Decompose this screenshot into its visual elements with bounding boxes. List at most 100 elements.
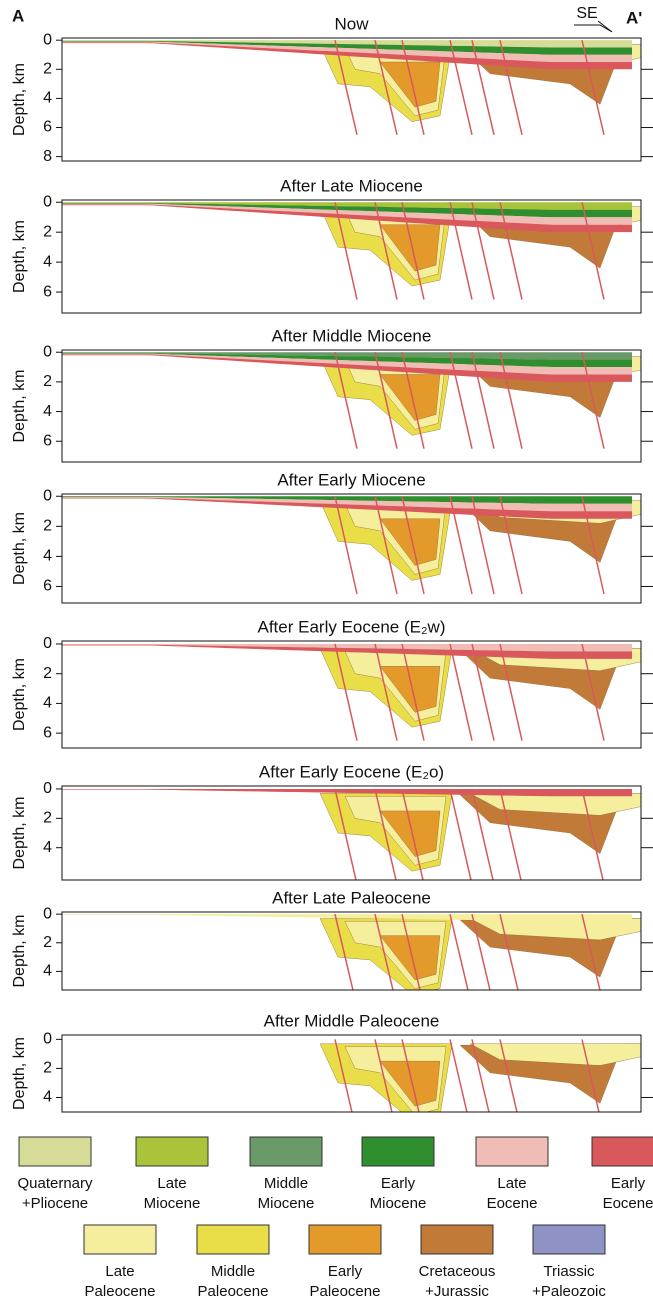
fault — [449, 352, 473, 449]
legend-label: Miocene — [370, 1195, 427, 1212]
panel-frame — [61, 1034, 642, 1113]
legend-swatch — [18, 1136, 92, 1167]
panel-title: After Middle Paleocene — [264, 1011, 440, 1030]
cover-layer — [62, 788, 632, 797]
y-axis-label: Depth, km — [11, 915, 28, 988]
cover-layer — [62, 204, 632, 233]
legend-label: Late — [157, 1175, 186, 1192]
corner-label: A — [12, 6, 24, 25]
fault — [374, 40, 398, 135]
fault — [401, 913, 421, 990]
y-axis-label: Depth, km — [11, 220, 28, 293]
panel-frame — [61, 640, 642, 749]
direction-label: SE — [576, 5, 597, 22]
legend-label: Miocene — [258, 1195, 315, 1212]
cover-layer — [62, 644, 632, 659]
legend-label: +Jurassic — [425, 1283, 489, 1300]
y-tick-label: 6 — [43, 724, 52, 741]
y-tick-label: 0 — [43, 487, 52, 504]
legend-label: Paleocene — [85, 1283, 156, 1300]
fault — [449, 40, 473, 135]
legend-swatch — [420, 1224, 494, 1255]
legend-label: Middle — [264, 1175, 308, 1192]
legend-swatch — [361, 1136, 435, 1167]
panel-title: After Middle Miocene — [272, 326, 432, 345]
legend-label: Paleocene — [310, 1283, 381, 1300]
panel-title: After Early Eocene (E₂o) — [259, 762, 444, 781]
y-axis-label: Depth, km — [11, 370, 28, 443]
y-tick-label: 2 — [43, 810, 52, 827]
basin-fill — [379, 935, 441, 981]
legend-label: Late — [497, 1175, 526, 1192]
y-tick-label: 0 — [43, 31, 52, 48]
y-tick-label: 6 — [43, 578, 52, 595]
y-tick-label: 4 — [43, 839, 52, 856]
cover-layer — [62, 354, 632, 382]
legend-swatch — [308, 1224, 382, 1255]
legend-swatch — [591, 1136, 653, 1167]
y-tick-label: 8 — [43, 148, 52, 165]
section — [62, 40, 641, 135]
panel-frame — [61, 785, 642, 881]
fault — [449, 788, 472, 880]
panel-title: After Early Eocene (E₂w) — [258, 617, 446, 636]
fault — [499, 352, 523, 449]
fault — [499, 40, 523, 135]
panel-title: After Late Paleocene — [272, 888, 431, 907]
y-tick-label: 4 — [43, 1089, 52, 1106]
y-tick-label: 0 — [43, 635, 52, 652]
fault — [334, 643, 358, 741]
section — [62, 913, 641, 990]
fault — [499, 496, 523, 595]
section — [62, 788, 641, 880]
legend-label: +Pliocene — [22, 1195, 88, 1212]
basin-fill — [379, 374, 441, 421]
section — [62, 202, 641, 300]
legend-swatch — [249, 1136, 323, 1167]
legend-label: Cretaceous — [419, 1263, 496, 1280]
fault — [449, 496, 473, 595]
cover-layer — [62, 40, 632, 55]
fault — [581, 352, 605, 449]
cover-layer — [62, 42, 632, 70]
panel-frame — [61, 493, 642, 604]
fault — [499, 788, 522, 880]
y-tick-label: 6 — [43, 119, 52, 136]
legend-label: Middle — [211, 1263, 255, 1280]
fault — [334, 496, 358, 595]
legend-label: Early — [381, 1175, 416, 1192]
cover-layer — [62, 40, 632, 48]
fault — [471, 202, 495, 300]
corner-label: A' — [626, 8, 642, 27]
fault — [374, 1039, 393, 1112]
fault — [401, 1039, 420, 1112]
fault — [334, 1039, 353, 1112]
fault — [499, 202, 523, 300]
y-tick-label: 2 — [43, 223, 52, 240]
panel-frame — [61, 37, 642, 162]
fault — [334, 352, 358, 449]
panel-title: After Late Miocene — [280, 176, 423, 195]
legend-label: Miocene — [144, 1195, 201, 1212]
fault — [471, 913, 491, 990]
fault — [581, 643, 605, 741]
legend-label: Paleocene — [198, 1283, 269, 1300]
y-tick-label: 2 — [43, 665, 52, 682]
fault — [581, 788, 604, 880]
legend-label: Early — [328, 1263, 363, 1280]
fault — [499, 1039, 518, 1112]
legend-swatch — [135, 1136, 209, 1167]
y-tick-label: 4 — [43, 403, 52, 420]
y-tick-label: 2 — [43, 373, 52, 390]
cover-layer — [62, 643, 632, 652]
cover-layer — [62, 41, 632, 63]
cover-layer — [62, 496, 632, 504]
fault — [471, 1039, 490, 1112]
fault — [374, 788, 397, 880]
fault — [374, 643, 398, 741]
y-tick-label: 2 — [43, 1060, 52, 1077]
legend-label: Eocene — [603, 1195, 653, 1212]
section — [319, 1039, 641, 1112]
